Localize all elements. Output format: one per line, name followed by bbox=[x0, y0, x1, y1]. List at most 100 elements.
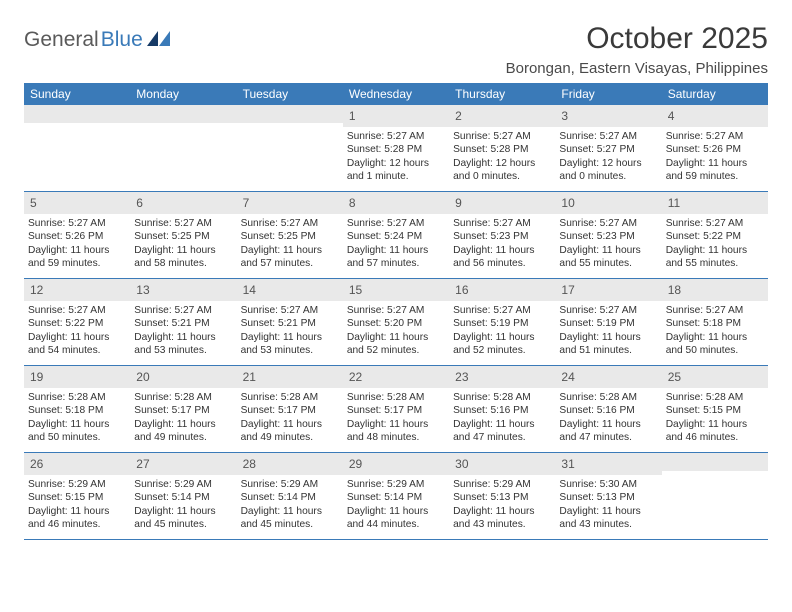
logo: GeneralBlue bbox=[24, 22, 171, 52]
cell-line: Sunrise: 5:27 AM bbox=[347, 217, 445, 230]
day-number: 12 bbox=[30, 283, 43, 297]
cell-line: Sunrise: 5:28 AM bbox=[28, 391, 126, 404]
cell-content: Sunrise: 5:28 AMSunset: 5:16 PMDaylight:… bbox=[559, 391, 657, 445]
calendar-cell: 11Sunrise: 5:27 AMSunset: 5:22 PMDayligh… bbox=[662, 192, 768, 278]
cell-line: Sunset: 5:17 PM bbox=[347, 404, 445, 417]
cell-line: Sunrise: 5:28 AM bbox=[241, 391, 339, 404]
cell-line: Sunrise: 5:27 AM bbox=[347, 304, 445, 317]
cell-content: Sunrise: 5:27 AMSunset: 5:23 PMDaylight:… bbox=[559, 217, 657, 271]
cell-line: Daylight: 11 hours and 57 minutes. bbox=[241, 244, 339, 271]
cell-line: Daylight: 11 hours and 45 minutes. bbox=[134, 505, 232, 532]
cell-line: Daylight: 11 hours and 59 minutes. bbox=[666, 157, 764, 184]
cell-line: Daylight: 11 hours and 47 minutes. bbox=[559, 418, 657, 445]
day-number-row: 10 bbox=[555, 192, 661, 214]
cell-line: Sunset: 5:20 PM bbox=[347, 317, 445, 330]
cell-line: Sunrise: 5:27 AM bbox=[347, 130, 445, 143]
day-number-row: 9 bbox=[449, 192, 555, 214]
day-number-row: 29 bbox=[343, 453, 449, 475]
cell-line: Sunset: 5:24 PM bbox=[347, 230, 445, 243]
cell-content: Sunrise: 5:29 AMSunset: 5:14 PMDaylight:… bbox=[134, 478, 232, 532]
calendar-cell: 6 Sunrise: 5:27 AMSunset: 5:25 PMDaylight… bbox=[130, 192, 236, 278]
cell-content: Sunrise: 5:29 AMSunset: 5:13 PMDaylight:… bbox=[453, 478, 551, 532]
title-block: October 2025 Borongan, Eastern Visayas, … bbox=[506, 22, 768, 77]
day-number-row: 23 bbox=[449, 366, 555, 388]
cell-content: Sunrise: 5:28 AMSunset: 5:17 PMDaylight:… bbox=[347, 391, 445, 445]
cell-line: Sunset: 5:15 PM bbox=[28, 491, 126, 504]
day-number-row bbox=[130, 105, 236, 123]
cell-content: Sunrise: 5:27 AMSunset: 5:28 PMDaylight:… bbox=[453, 130, 551, 184]
day-number-row: 12 bbox=[24, 279, 130, 301]
day-number: 10 bbox=[561, 196, 574, 210]
cell-line: Daylight: 11 hours and 52 minutes. bbox=[453, 331, 551, 358]
calendar-cell: 14Sunrise: 5:27 AMSunset: 5:21 PMDayligh… bbox=[237, 279, 343, 365]
cell-line: Sunrise: 5:28 AM bbox=[347, 391, 445, 404]
day-number-row: 11 bbox=[662, 192, 768, 214]
cell-line: Sunset: 5:19 PM bbox=[453, 317, 551, 330]
day-number: 16 bbox=[455, 283, 468, 297]
cell-line: Daylight: 11 hours and 52 minutes. bbox=[347, 331, 445, 358]
cell-content: Sunrise: 5:27 AMSunset: 5:20 PMDaylight:… bbox=[347, 304, 445, 358]
calendar-cell: 31Sunrise: 5:30 AMSunset: 5:13 PMDayligh… bbox=[555, 453, 661, 539]
cell-line: Daylight: 11 hours and 49 minutes. bbox=[241, 418, 339, 445]
cell-line: Sunrise: 5:27 AM bbox=[241, 217, 339, 230]
day-number: 9 bbox=[455, 196, 462, 210]
cell-content: Sunrise: 5:27 AMSunset: 5:28 PMDaylight:… bbox=[347, 130, 445, 184]
day-number-row: 7 bbox=[237, 192, 343, 214]
cell-content: Sunrise: 5:27 AMSunset: 5:25 PMDaylight:… bbox=[134, 217, 232, 271]
cell-line: Sunrise: 5:27 AM bbox=[453, 130, 551, 143]
cell-line: Sunrise: 5:27 AM bbox=[453, 217, 551, 230]
day-number: 11 bbox=[668, 196, 680, 210]
day-number-row: 25 bbox=[662, 366, 768, 388]
calendar-week: 1 Sunrise: 5:27 AMSunset: 5:28 PMDaylight… bbox=[24, 105, 768, 192]
cell-line: Sunset: 5:21 PM bbox=[134, 317, 232, 330]
cell-content: Sunrise: 5:29 AMSunset: 5:14 PMDaylight:… bbox=[241, 478, 339, 532]
cell-line: Sunrise: 5:29 AM bbox=[28, 478, 126, 491]
calendar-cell bbox=[237, 105, 343, 191]
cell-content: Sunrise: 5:28 AMSunset: 5:17 PMDaylight:… bbox=[241, 391, 339, 445]
weekday-header: Friday bbox=[555, 83, 661, 105]
cell-line: Sunrise: 5:30 AM bbox=[559, 478, 657, 491]
day-number-row: 3 bbox=[555, 105, 661, 127]
cell-line: Sunset: 5:23 PM bbox=[559, 230, 657, 243]
day-number: 21 bbox=[243, 370, 256, 384]
cell-line: Sunset: 5:18 PM bbox=[666, 317, 764, 330]
day-number: 4 bbox=[668, 109, 675, 123]
day-number-row: 1 bbox=[343, 105, 449, 127]
day-number: 2 bbox=[455, 109, 462, 123]
cell-line: Sunset: 5:14 PM bbox=[347, 491, 445, 504]
cell-content: Sunrise: 5:27 AMSunset: 5:26 PMDaylight:… bbox=[28, 217, 126, 271]
cell-line: Daylight: 11 hours and 57 minutes. bbox=[347, 244, 445, 271]
day-number-row: 5 bbox=[24, 192, 130, 214]
day-number: 22 bbox=[349, 370, 362, 384]
calendar-cell: 23Sunrise: 5:28 AMSunset: 5:16 PMDayligh… bbox=[449, 366, 555, 452]
cell-content: Sunrise: 5:28 AMSunset: 5:18 PMDaylight:… bbox=[28, 391, 126, 445]
day-number: 17 bbox=[561, 283, 574, 297]
cell-line: Sunrise: 5:27 AM bbox=[134, 217, 232, 230]
day-number: 19 bbox=[30, 370, 43, 384]
day-number-row bbox=[662, 453, 768, 471]
weekday-header: Tuesday bbox=[237, 83, 343, 105]
cell-line: Sunset: 5:25 PM bbox=[241, 230, 339, 243]
calendar-cell: 29Sunrise: 5:29 AMSunset: 5:14 PMDayligh… bbox=[343, 453, 449, 539]
cell-line: Daylight: 11 hours and 55 minutes. bbox=[666, 244, 764, 271]
day-number-row: 31 bbox=[555, 453, 661, 475]
weekday-header: Saturday bbox=[662, 83, 768, 105]
day-number: 5 bbox=[30, 196, 37, 210]
day-number-row: 26 bbox=[24, 453, 130, 475]
cell-line: Daylight: 11 hours and 59 minutes. bbox=[28, 244, 126, 271]
day-number: 30 bbox=[455, 457, 468, 471]
day-number-row: 15 bbox=[343, 279, 449, 301]
day-number: 1 bbox=[349, 109, 356, 123]
day-number: 7 bbox=[243, 196, 250, 210]
day-number: 20 bbox=[136, 370, 149, 384]
cell-line: Sunrise: 5:28 AM bbox=[453, 391, 551, 404]
calendar-cell bbox=[662, 453, 768, 539]
header: GeneralBlue October 2025 Borongan, Easte… bbox=[24, 22, 768, 77]
calendar-cell: 24Sunrise: 5:28 AMSunset: 5:16 PMDayligh… bbox=[555, 366, 661, 452]
weekday-header: Sunday bbox=[24, 83, 130, 105]
cell-line: Daylight: 11 hours and 54 minutes. bbox=[28, 331, 126, 358]
day-number-row: 2 bbox=[449, 105, 555, 127]
day-number: 6 bbox=[136, 196, 143, 210]
calendar-grid: SundayMondayTuesdayWednesdayThursdayFrid… bbox=[24, 83, 768, 540]
cell-line: Daylight: 11 hours and 50 minutes. bbox=[666, 331, 764, 358]
